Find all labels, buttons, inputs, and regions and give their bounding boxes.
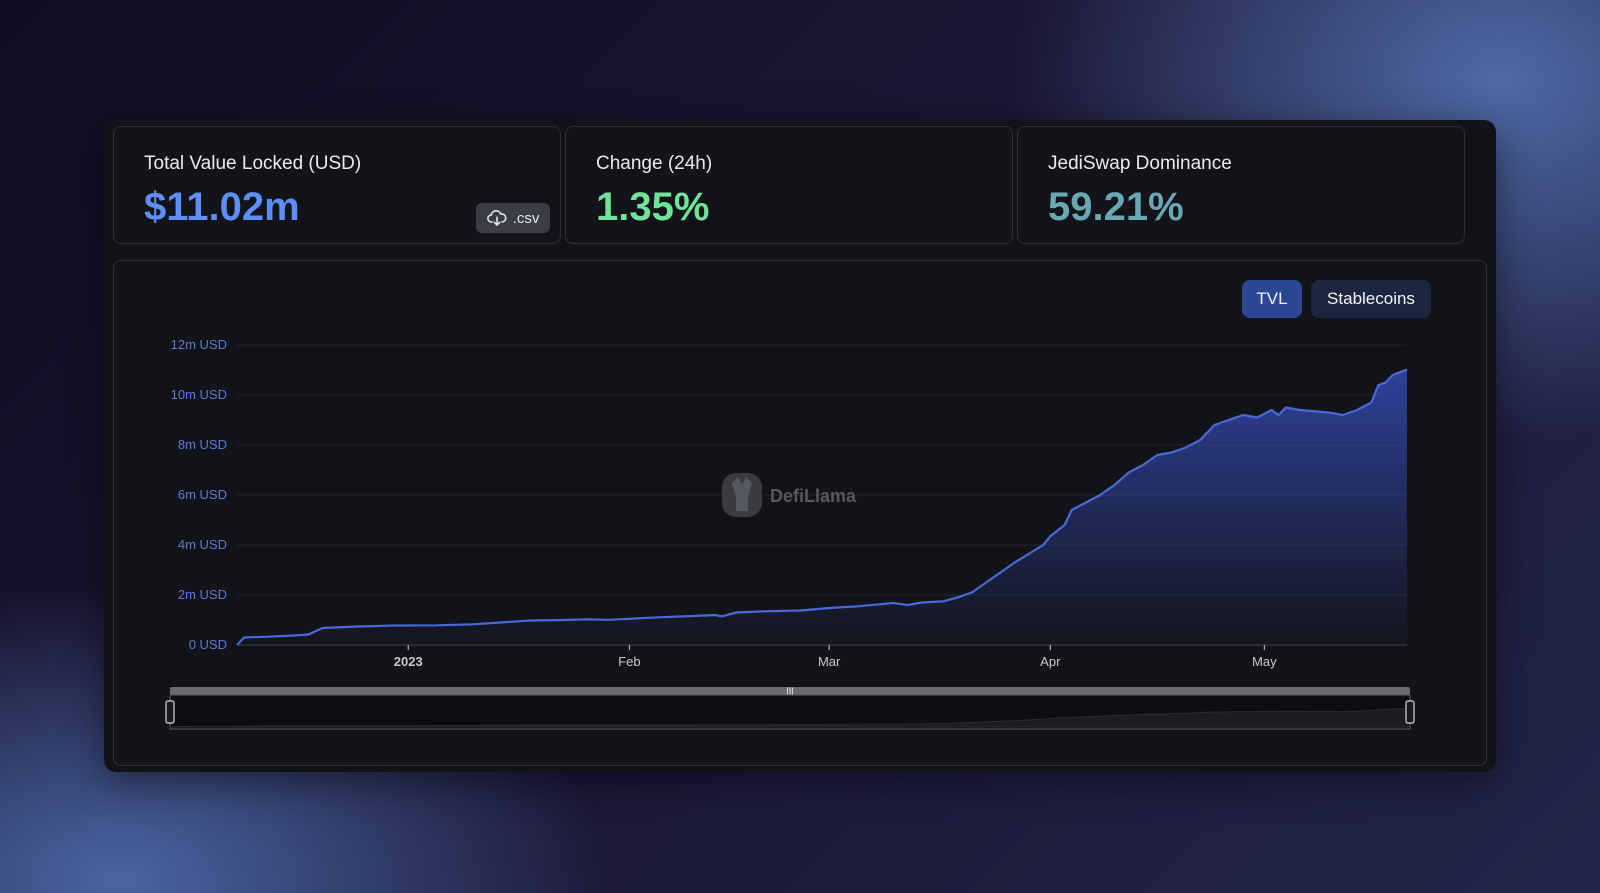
y-tick-label: 6m USD	[178, 487, 227, 502]
tvl-label: Total Value Locked (USD)	[144, 153, 362, 174]
x-tick-label: Apr	[1040, 654, 1061, 669]
tvl-card: Total Value Locked (USD) $11.02m .csv	[113, 126, 561, 244]
csv-download-button[interactable]: .csv	[476, 203, 550, 233]
x-tick-label: Mar	[818, 654, 841, 669]
x-tick-label: 2023	[394, 654, 423, 669]
tvl-area-fill	[237, 369, 1407, 645]
range-handle-left[interactable]	[165, 700, 175, 724]
llama-logo-icon	[722, 473, 762, 517]
change-value: 1.35%	[596, 185, 710, 229]
tvl-series-line	[236, 368, 1408, 646]
stablecoins-toggle-button[interactable]: Stablecoins	[1311, 280, 1431, 318]
dominance-label: JediSwap Dominance	[1048, 153, 1232, 174]
y-tick-label: 10m USD	[171, 387, 227, 402]
y-tick-label: 8m USD	[178, 437, 227, 452]
range-handle-right[interactable]	[1405, 700, 1415, 724]
protocol-panel: Total Value Locked (USD) $11.02m .csv Ch…	[104, 120, 1496, 772]
change-label: Change (24h)	[596, 153, 713, 174]
x-tick-label: May	[1252, 654, 1277, 669]
cloud-download-icon	[486, 210, 507, 226]
dominance-value: 59.21%	[1048, 185, 1184, 229]
y-tick-label: 2m USD	[178, 587, 227, 602]
tvl-toggle-button[interactable]: TVL	[1242, 280, 1302, 318]
range-grip-icon: |||	[786, 686, 793, 696]
chart-container: TVL Stablecoins DefiLlama 2023 Feb Mar Apr M…	[113, 260, 1487, 766]
range-slider-bar[interactable]	[170, 687, 1410, 695]
y-tick-label: 0 USD	[189, 637, 227, 652]
range-mini-area	[171, 708, 1409, 728]
range-slider[interactable]: |||	[165, 686, 1415, 730]
y-tick-label: 12m USD	[171, 337, 227, 352]
change-card: Change (24h) 1.35%	[565, 126, 1013, 244]
tvl-chart: DefiLlama 2023 Feb Mar Apr May 0 USD 2m USD 4m…	[165, 337, 1415, 730]
defillama-watermark: DefiLlama	[722, 473, 857, 517]
dominance-card: JediSwap Dominance 59.21%	[1017, 126, 1465, 244]
x-tick-label: Feb	[618, 654, 640, 669]
tvl-value: $11.02m	[144, 185, 300, 229]
y-tick-label: 4m USD	[178, 537, 227, 552]
csv-label: .csv	[512, 209, 540, 227]
watermark-text: DefiLlama	[770, 486, 857, 506]
